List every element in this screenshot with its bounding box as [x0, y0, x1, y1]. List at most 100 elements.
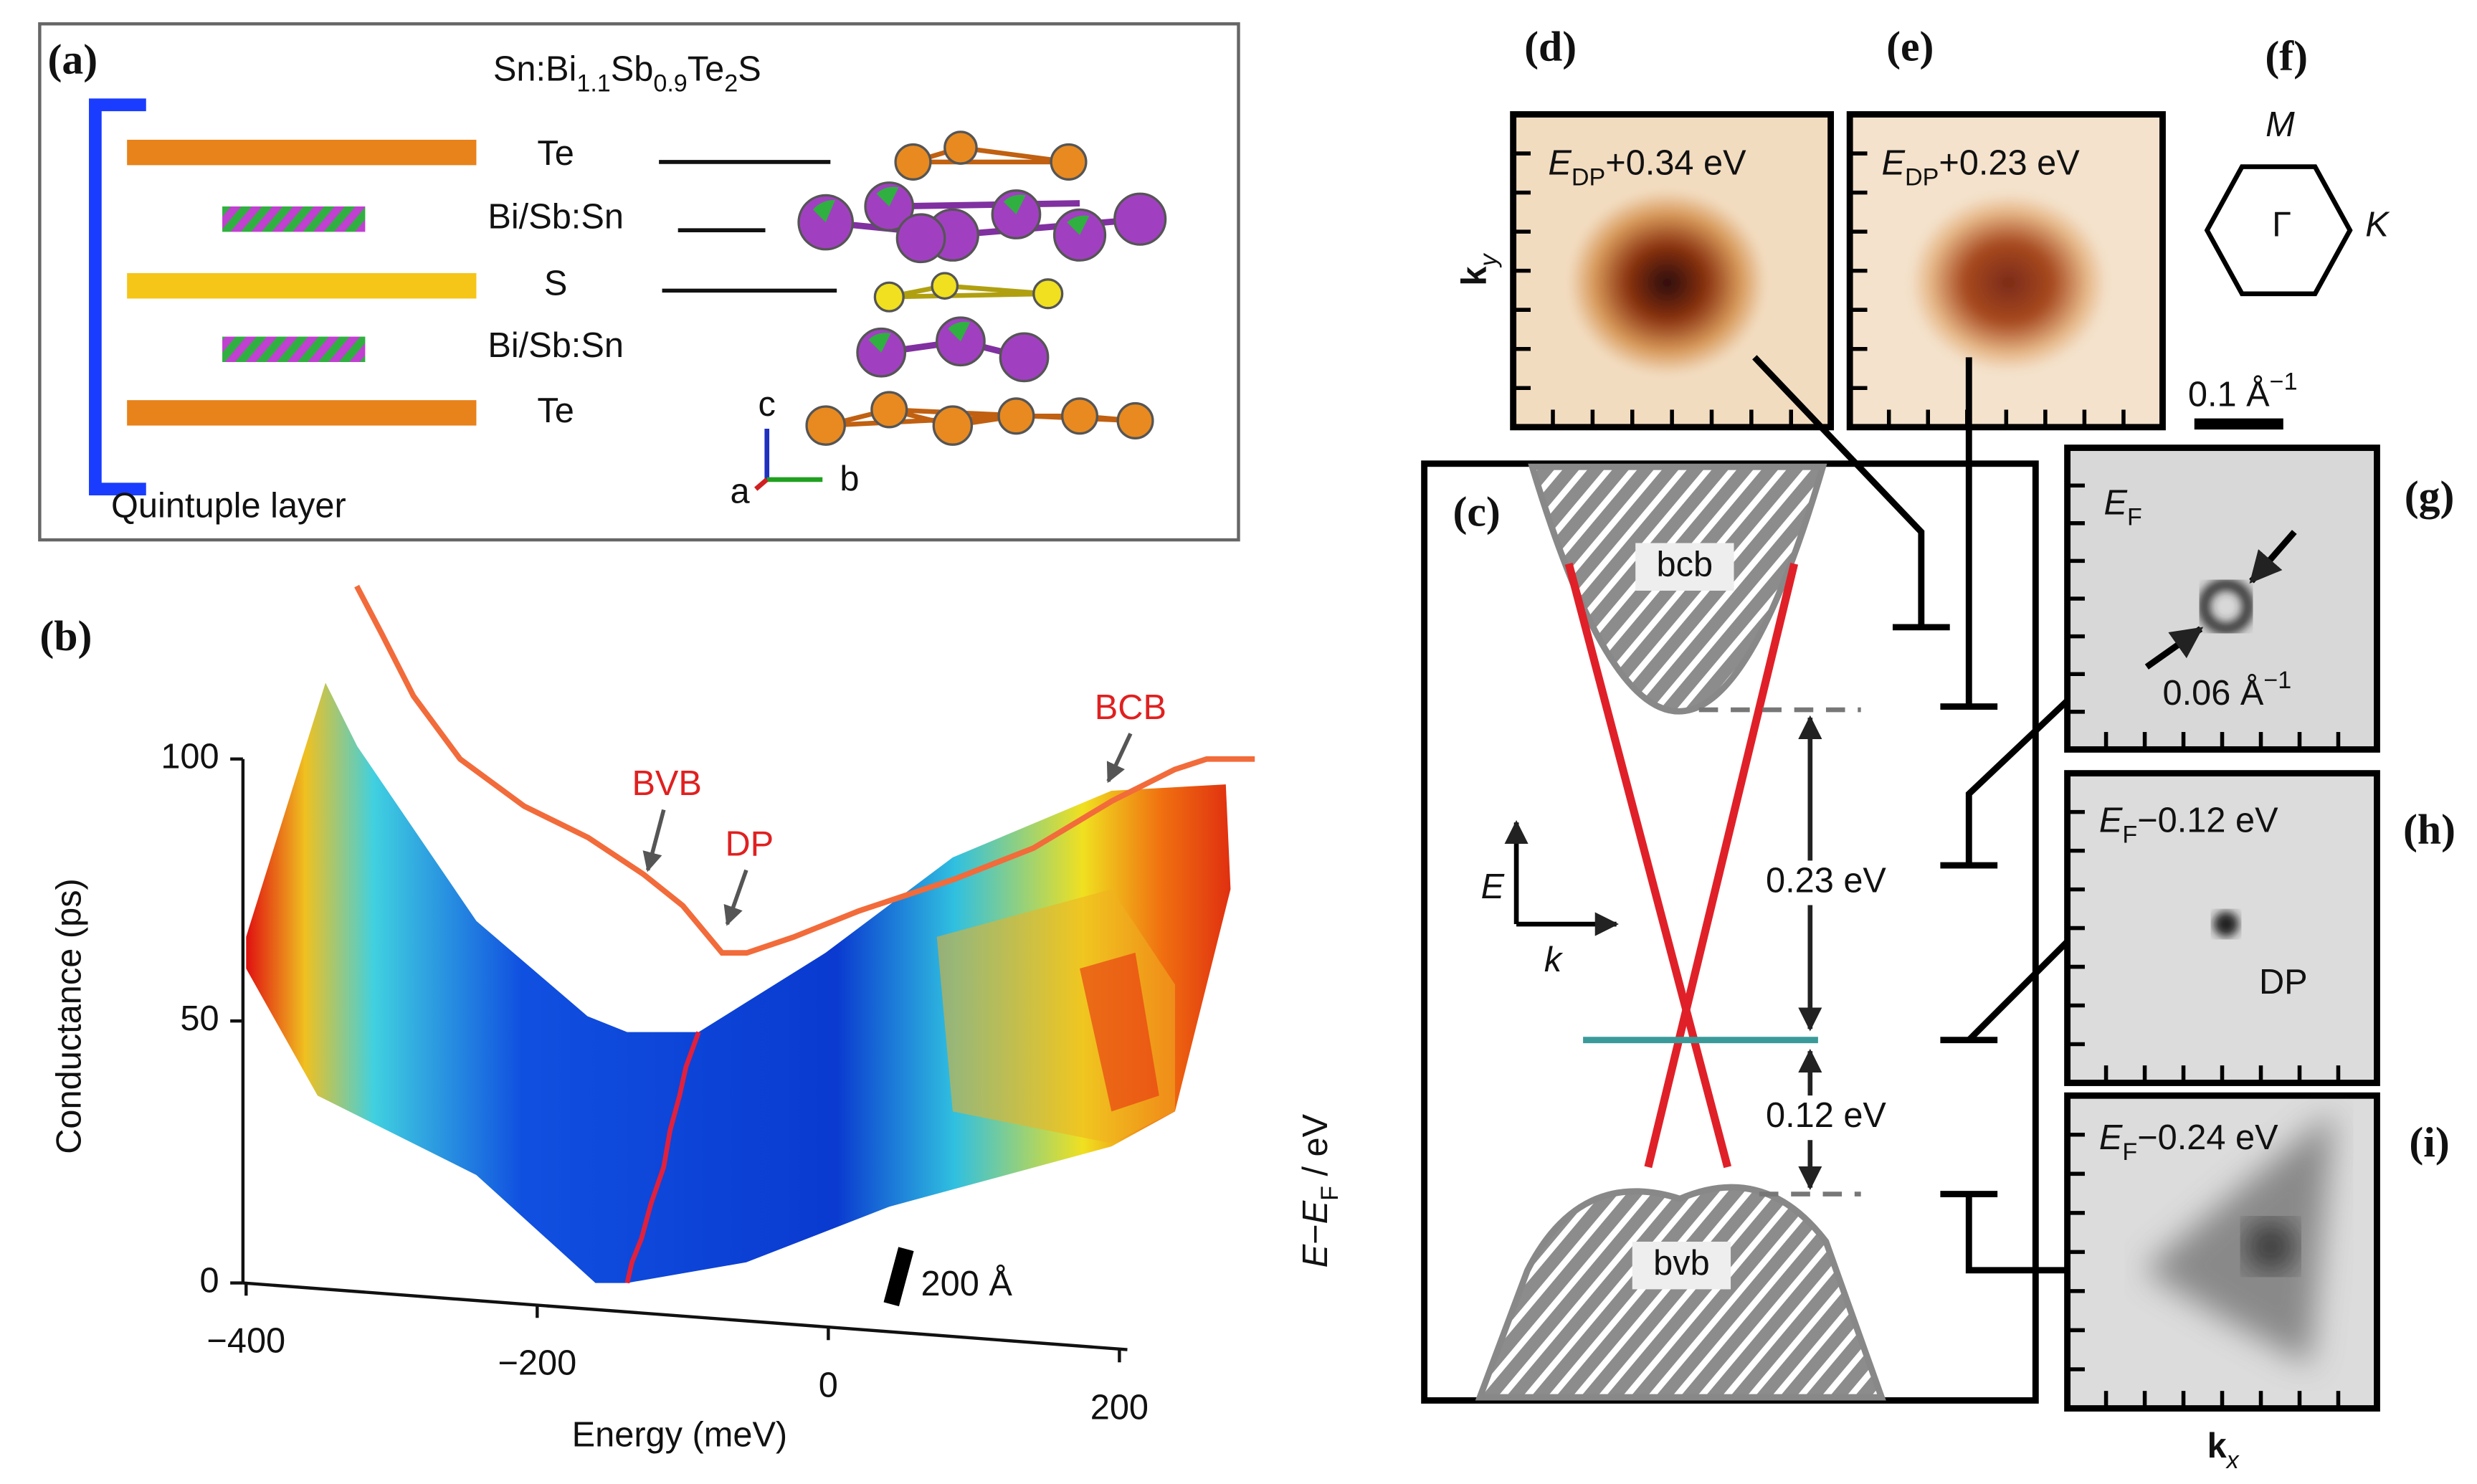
text-part: −0.12 eV	[2137, 801, 2278, 839]
x-axis-label: Energy (meV)	[572, 1415, 788, 1454]
diameter-label: 0.06 Å−1	[2162, 667, 2291, 713]
annotation-arrow	[1106, 733, 1133, 784]
line-series	[354, 584, 1255, 956]
layer-label: S	[544, 265, 568, 303]
text-part: 0.1 Å	[2188, 376, 2270, 414]
text-part: 2	[724, 70, 738, 97]
scale-bar-label: 200 Å	[921, 1265, 1013, 1303]
text-part: E	[2099, 1118, 2123, 1157]
text-part: DP	[1905, 163, 1939, 191]
text-part: +0.34 eV	[1605, 143, 1746, 182]
axis-label: k	[1544, 941, 1564, 979]
band-label: bvb	[1653, 1244, 1710, 1283]
layer-label: Bi/Sb:Sn	[488, 326, 624, 365]
panel-i: EF−0.24 eV kx (i)	[2064, 1092, 2450, 1474]
band-label: bcb	[1657, 546, 1713, 584]
surface	[246, 682, 1231, 1283]
arrow	[2144, 626, 2204, 670]
layer-label: Te	[537, 134, 574, 173]
panel-e: (e) EDP+0.23 eV	[1846, 23, 2166, 431]
panel-c: bcb bvb 0.23 eV 0.12 eV E k (c) E−EF / e…	[1296, 460, 2039, 1404]
energy-label: EF−0.12 eV	[2099, 801, 2278, 848]
x-tick-label: −200	[498, 1344, 576, 1383]
label-bg	[1754, 860, 1898, 905]
text-part: F	[1316, 1186, 1344, 1201]
y-tick-label: 50	[180, 999, 219, 1038]
text-part: Sb	[611, 50, 654, 89]
text-part: −	[1296, 1224, 1335, 1244]
panel-label: (c)	[1453, 488, 1500, 536]
y-tick-label: 0	[200, 1261, 219, 1300]
text-part: −1	[2270, 368, 2298, 396]
layer	[127, 139, 477, 166]
text-part: E	[2099, 801, 2123, 839]
panel-f: (f) M Γ K 0.1 Å−1	[2188, 32, 2390, 430]
layer-label: Te	[537, 391, 574, 430]
panel-label: (b)	[39, 612, 92, 659]
axis-label: E−EF / eV	[1296, 1113, 1344, 1267]
label-bg	[1632, 1241, 1731, 1290]
annotation: DP	[726, 824, 774, 863]
layer	[127, 400, 477, 426]
scale-bar-label: 0.1 Å−1	[2188, 368, 2298, 414]
arpes-spot	[1569, 190, 1766, 375]
text-part: E	[1881, 143, 1905, 182]
text-part: E	[1296, 1200, 1335, 1224]
surface	[1080, 952, 1159, 1112]
gap-label: 0.12 eV	[1766, 1096, 1886, 1135]
point-label: M	[2266, 105, 2295, 144]
energy-label: EF	[2104, 483, 2142, 531]
point-label: Γ	[2272, 206, 2291, 244]
text-part: E	[2104, 483, 2128, 522]
surface-state	[1644, 562, 1799, 1169]
text-part: −1	[2263, 667, 2291, 694]
dirac-point	[2213, 911, 2239, 937]
panel-a: (a) Sn:Bi1.1Sb0.9Te2S Te Bi/Sb:Sn S Bi/S…	[38, 22, 1240, 542]
x-tick-label: −400	[206, 1322, 285, 1361]
x-axis	[242, 1281, 1128, 1351]
text-part: Sn:Bi	[493, 50, 576, 89]
text-part: 1.1	[576, 70, 610, 97]
arpes-spot	[1910, 194, 2107, 372]
arpes-spot	[2245, 1221, 2296, 1273]
arpes-spot	[2143, 1111, 2334, 1366]
panel-label: (g)	[2405, 472, 2455, 519]
text-part: k	[1455, 266, 1494, 286]
annotation: BCB	[1095, 688, 1166, 727]
image-ticks	[1513, 151, 2341, 1409]
crystal	[797, 130, 1167, 446]
text-part: F	[2122, 1138, 2137, 1166]
annotation-arrow	[723, 869, 748, 926]
point-label: DP	[2259, 963, 2308, 1002]
text-part: / eV	[1296, 1113, 1335, 1186]
text-part: x	[2225, 1447, 2240, 1474]
panel-g: EF 0.06 Å−1 (g)	[2064, 444, 2455, 753]
text-part: DP	[1572, 163, 1605, 191]
panel-b: (b) Energy (meV) Conductance (ps) BVB DP…	[39, 584, 1255, 1454]
formula: Sn:Bi1.1Sb0.9Te2S	[493, 50, 761, 97]
panel-d: (d) EDP+0.34 eV ky	[1455, 23, 1835, 431]
layer	[222, 336, 366, 363]
text-part: 0.9	[653, 70, 687, 97]
layer	[222, 206, 366, 232]
layer	[127, 272, 477, 299]
axis-label: c	[759, 385, 776, 424]
text-part: 0.06 Å	[2162, 674, 2263, 713]
text-part: Te	[688, 50, 724, 89]
fermi-ring	[2198, 579, 2254, 634]
arrow	[2249, 530, 2297, 584]
layer-label: Bi/Sb:Sn	[488, 198, 624, 237]
x-tick-label: 0	[819, 1366, 838, 1405]
bracket	[89, 98, 146, 496]
dp-trace	[624, 1031, 701, 1284]
leader-lines	[659, 160, 837, 293]
axis-label: ky	[1455, 253, 1503, 286]
scale-bar	[883, 1247, 914, 1307]
text-part: k	[2207, 1427, 2228, 1465]
gap-label: 0.23 eV	[1766, 861, 1886, 900]
surface-state	[1564, 562, 1731, 1169]
text-part: +0.23 eV	[1939, 143, 2080, 182]
panel-label: (i)	[2409, 1118, 2449, 1166]
label-bg	[1754, 1095, 1898, 1141]
